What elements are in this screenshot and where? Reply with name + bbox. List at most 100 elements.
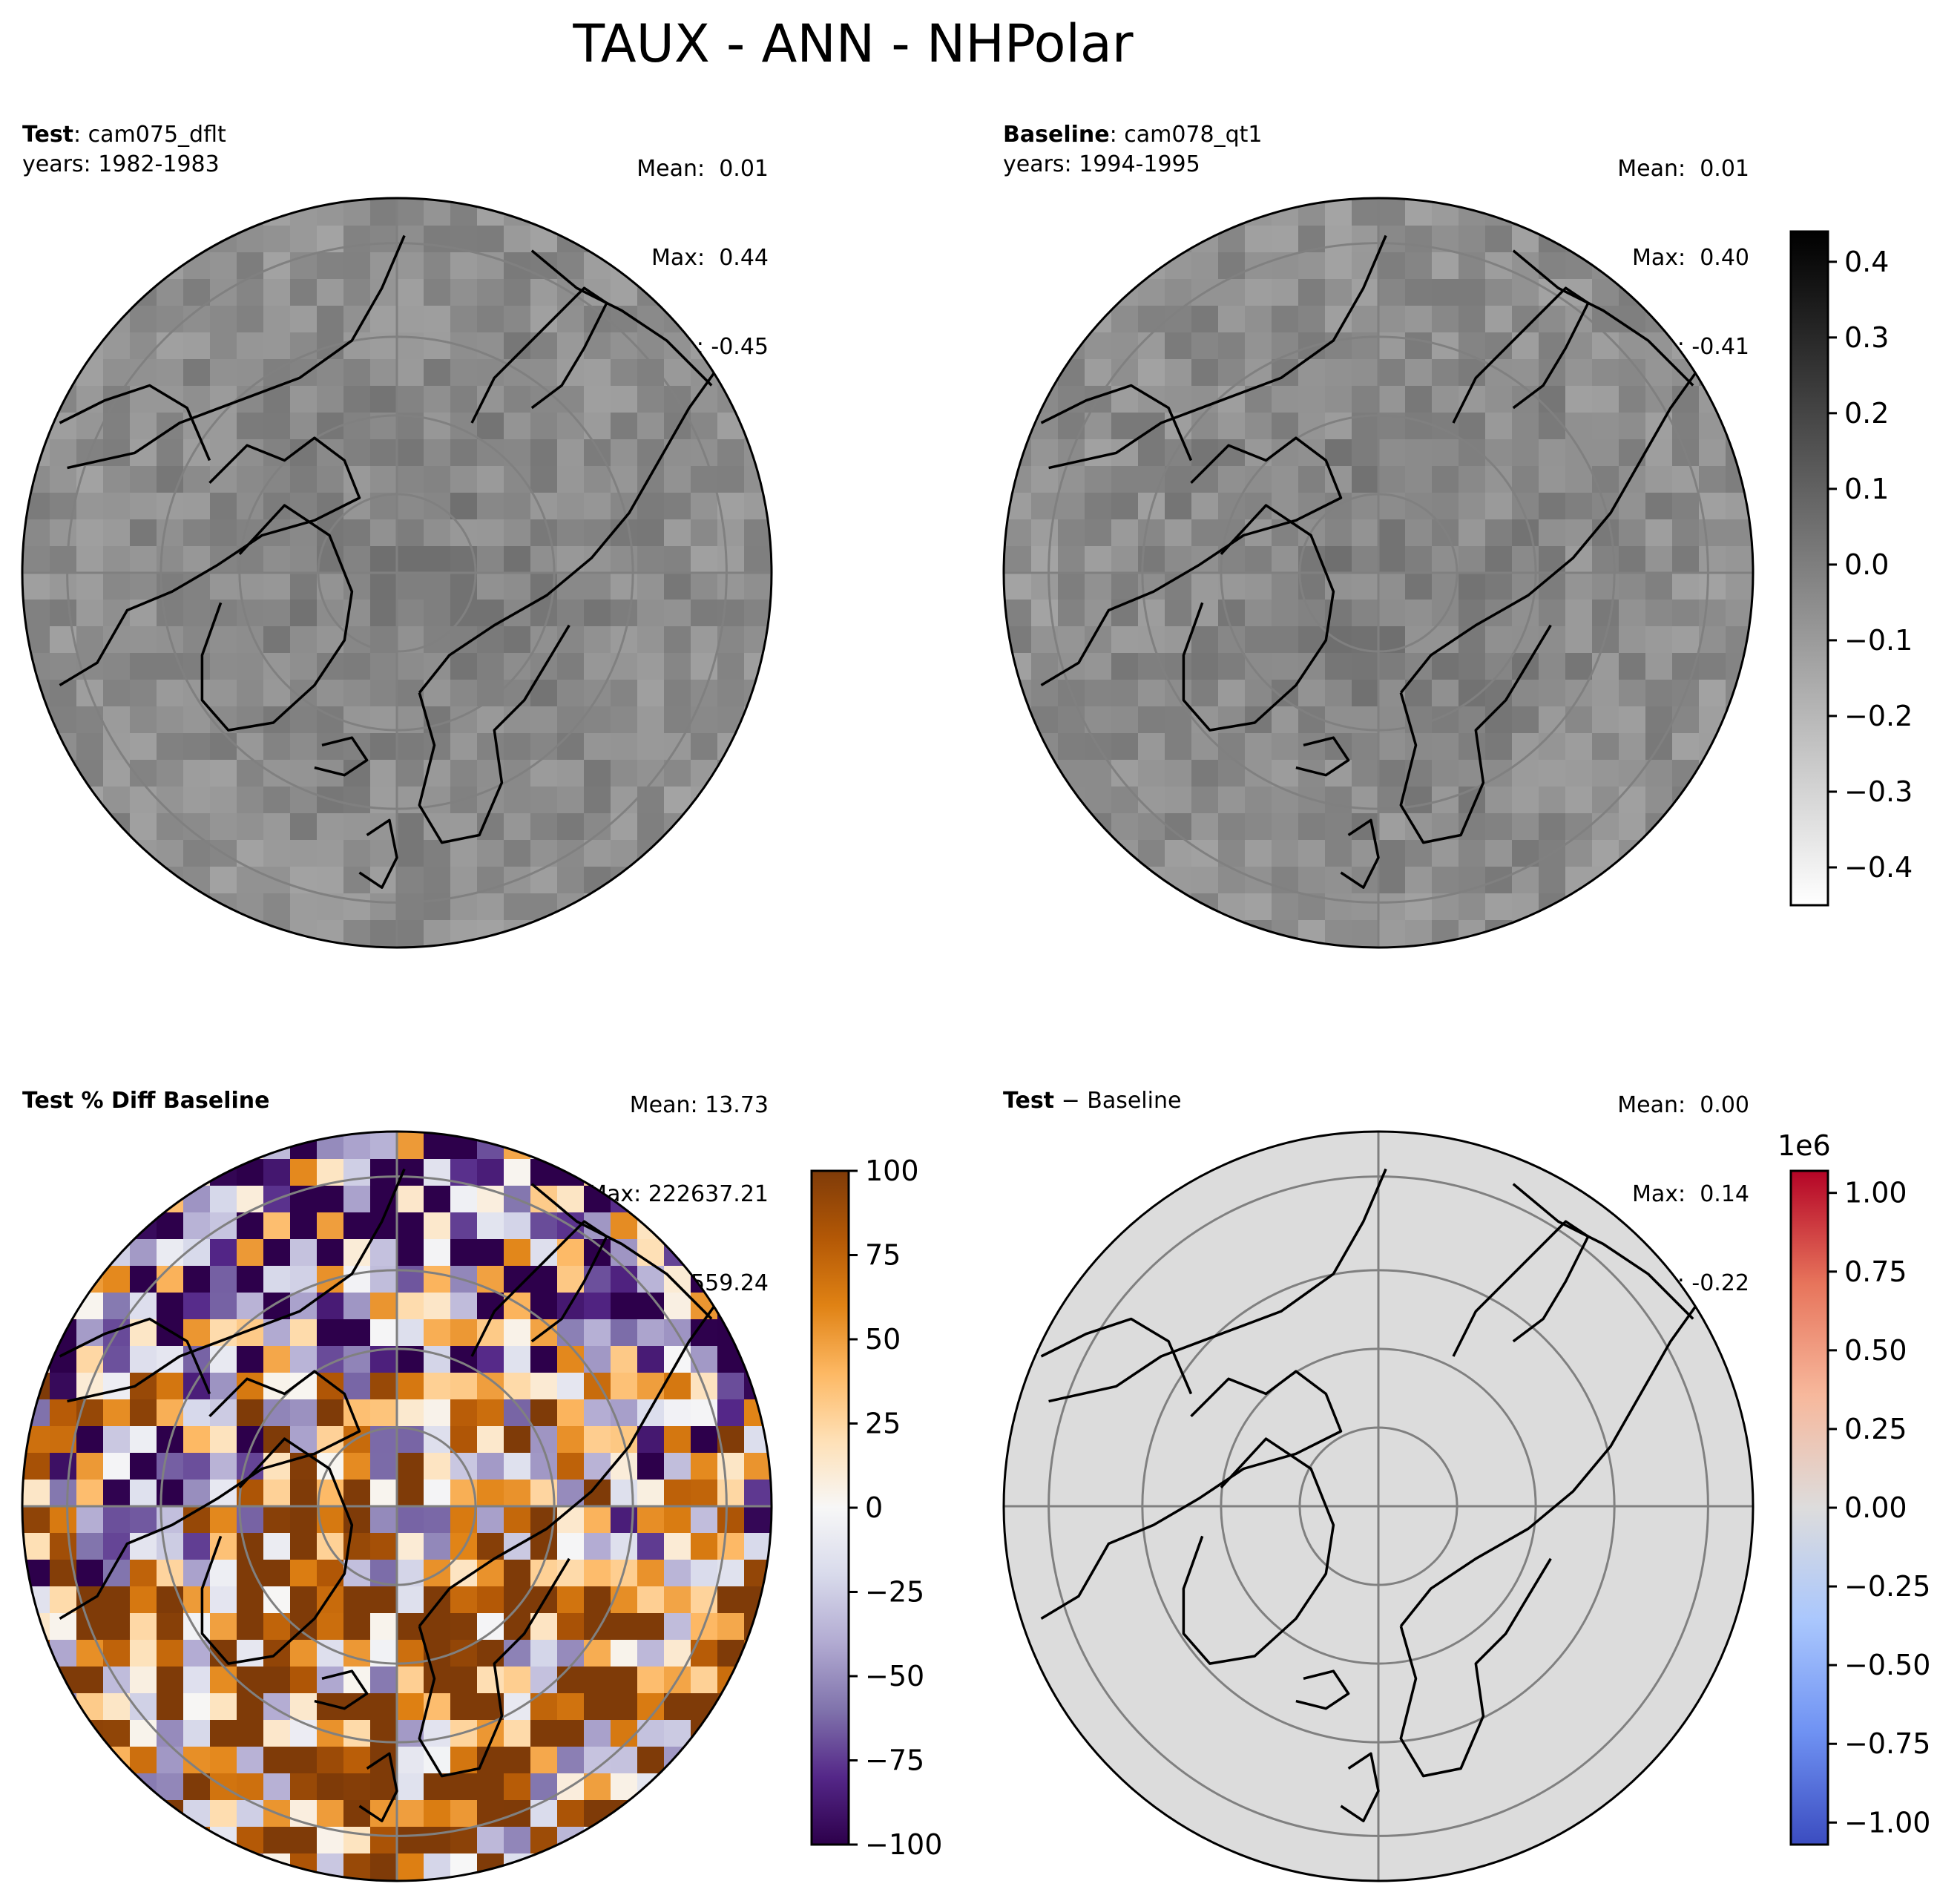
map-baseline-cell — [1218, 813, 1246, 841]
map-test-cell — [157, 519, 184, 547]
map-baseline-cell — [1672, 600, 1700, 627]
map-baseline-cell — [1352, 306, 1379, 333]
map-pctdiff-cell — [557, 1453, 585, 1480]
map-test-cell — [317, 466, 344, 493]
map-baseline-cell — [1485, 519, 1513, 547]
map-baseline-cell — [1218, 306, 1246, 333]
map-pctdiff-cell — [717, 1293, 745, 1320]
map-test-cell — [504, 546, 531, 574]
map-test-cell — [210, 226, 237, 253]
map-test-cell — [450, 386, 478, 413]
map-pctdiff-cell — [611, 1293, 638, 1320]
map-test-cell — [263, 226, 291, 253]
map-baseline-cell — [1672, 813, 1700, 841]
map-baseline-cell — [1191, 653, 1219, 680]
map-test-cell — [103, 813, 131, 841]
map-baseline-cell — [1539, 413, 1566, 440]
map-test-cell — [50, 760, 77, 787]
map-test-cell — [290, 626, 318, 654]
map-pctdiff-cell — [557, 1346, 585, 1373]
map-baseline-cell — [1592, 680, 1619, 707]
map-test-cell — [450, 439, 478, 467]
map-baseline-cell — [1352, 733, 1379, 761]
map-pctdiff-cell — [717, 1667, 745, 1694]
map-test-cell — [557, 386, 585, 413]
map-test-cell — [557, 733, 585, 761]
map-test-cell — [317, 680, 344, 707]
map-baseline-cell — [1752, 706, 1753, 734]
map-baseline-cell — [1165, 466, 1192, 493]
map-baseline-cell — [1352, 199, 1379, 226]
map-pctdiff-cell — [343, 1800, 371, 1828]
map-pctdiff-cell — [557, 1853, 585, 1881]
panel-diff-label-minus: − Baseline — [1054, 1088, 1182, 1114]
map-pctdiff-cell — [263, 1480, 291, 1507]
map-baseline-coastline — [1048, 234, 1387, 470]
map-pctdiff-cell — [130, 1720, 157, 1747]
map-pctdiff-cell — [611, 1399, 638, 1427]
map-pctdiff-cell — [343, 1613, 371, 1641]
map-test-cell — [397, 546, 424, 574]
map-pctdiff-cell — [504, 1319, 531, 1347]
map-pctdiff-cell — [664, 1613, 691, 1641]
map-test-cell — [424, 867, 451, 894]
map-baseline-cell — [1298, 279, 1326, 306]
map-test-cell — [263, 279, 291, 306]
map-test-cell — [477, 733, 504, 761]
map-baseline-cell — [1191, 573, 1219, 600]
map-pctdiff-cell — [584, 1453, 611, 1480]
map-baseline-cell — [1459, 279, 1486, 306]
map-baseline-cell — [1565, 680, 1593, 707]
map-pctdiff-cell — [584, 1613, 611, 1641]
map-pctdiff-cell — [290, 1827, 318, 1854]
map-test-cell — [290, 706, 318, 734]
map-baseline-cell — [1111, 867, 1139, 894]
map-test-cell — [210, 733, 237, 761]
map-test-cell — [584, 787, 611, 814]
map-test-cell — [717, 653, 745, 680]
map-baseline-cell — [1539, 439, 1566, 467]
map-test-cell — [370, 920, 398, 948]
map-baseline-cell — [1325, 813, 1352, 841]
map-test-cell — [450, 733, 478, 761]
map-baseline-cell — [1405, 252, 1433, 280]
map-test-cell — [557, 680, 585, 707]
map-baseline-cell — [1111, 519, 1139, 547]
map-test-cell — [397, 840, 424, 867]
map-test-cell — [290, 653, 318, 680]
map-test-cell — [76, 573, 104, 600]
map-baseline-cell — [1459, 680, 1486, 707]
map-test-cell — [183, 332, 211, 360]
map-test-cell — [317, 306, 344, 333]
map-test-cell — [744, 706, 772, 734]
map-pctdiff-cell — [424, 1212, 451, 1240]
map-pctdiff-cell — [210, 1159, 237, 1186]
map-pctdiff-cell — [157, 1239, 184, 1267]
map-baseline-cell — [1191, 733, 1219, 761]
map-test-cell — [771, 653, 772, 680]
map-test-cell — [103, 439, 131, 467]
map-baseline-cell — [1378, 359, 1406, 387]
map-baseline-cell — [1592, 439, 1619, 467]
map-pctdiff-cell — [557, 1293, 585, 1320]
map-baseline-cell — [1672, 519, 1700, 547]
map-baseline-cell — [1218, 867, 1246, 894]
map-baseline-cell — [1245, 813, 1272, 841]
map-test-cell — [343, 947, 371, 948]
map-pctdiff-cell — [477, 1480, 504, 1507]
map-test-cell — [691, 600, 718, 627]
map-baseline-cell — [1459, 226, 1486, 253]
map-pctdiff-cell — [370, 1399, 398, 1427]
map-baseline-cell — [1619, 733, 1646, 761]
map-baseline-cell — [1592, 706, 1619, 734]
map-baseline-cell — [1245, 787, 1272, 814]
map-pctdiff-cell — [263, 1212, 291, 1240]
map-test-cell — [370, 546, 398, 574]
map-baseline-cell — [1138, 279, 1165, 306]
map-baseline-cell — [1645, 867, 1673, 894]
map-test-cell — [237, 252, 264, 280]
map-test-cell — [530, 920, 558, 948]
map-pctdiff-cell — [183, 1560, 211, 1587]
map-baseline-cell — [1539, 600, 1566, 627]
map-baseline-cell — [1031, 519, 1059, 547]
